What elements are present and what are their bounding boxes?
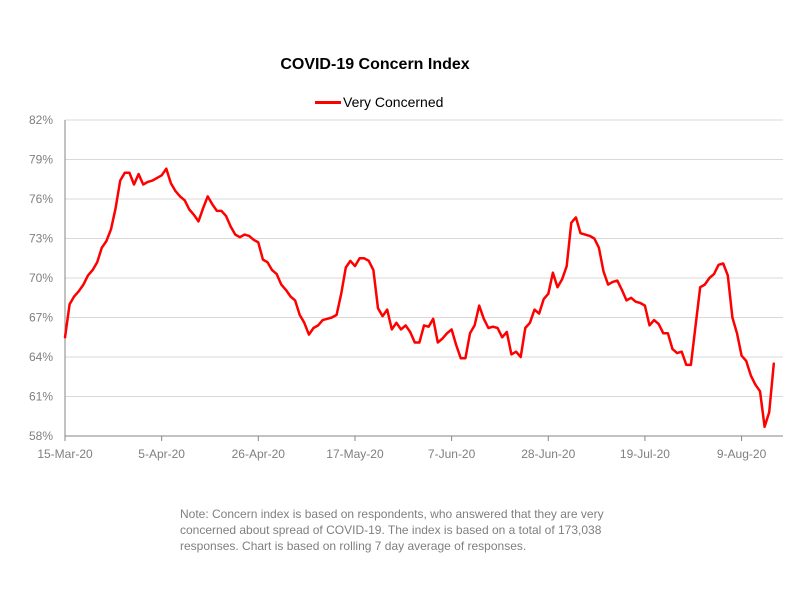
y-tick-label: 73% bbox=[29, 232, 53, 246]
x-tick-label: 7-Jun-20 bbox=[428, 447, 476, 461]
x-tick-label: 15-Mar-20 bbox=[37, 447, 93, 461]
series-line-very-concerned bbox=[63, 167, 776, 429]
x-tick-label: 28-Jun-20 bbox=[521, 447, 575, 461]
y-tick-label: 79% bbox=[29, 153, 53, 167]
x-tick-label: 26-Apr-20 bbox=[232, 447, 286, 461]
x-tick-label: 17-May-20 bbox=[326, 447, 384, 461]
y-tick-label: 76% bbox=[29, 192, 53, 206]
x-tick-label: 5-Apr-20 bbox=[138, 447, 185, 461]
chart-title: COVID-19 Concern Index bbox=[280, 56, 470, 73]
y-tick-label: 61% bbox=[29, 390, 53, 404]
legend-label-very-concerned: Very Concerned bbox=[343, 94, 444, 110]
y-tick-label: 82% bbox=[29, 113, 53, 127]
x-tick-label: 19-Jul-20 bbox=[620, 447, 670, 461]
y-tick-label: 67% bbox=[29, 311, 53, 325]
legend: Very Concerned bbox=[315, 94, 443, 110]
x-tick-label: 9-Aug-20 bbox=[717, 447, 767, 461]
y-tick-label: 70% bbox=[29, 271, 53, 285]
y-tick-label: 64% bbox=[29, 350, 53, 364]
legend-swatch-very-concerned bbox=[315, 100, 341, 104]
chart-note: Note: Concern index is based on responde… bbox=[180, 507, 604, 553]
y-tick-label: 58% bbox=[29, 429, 53, 443]
